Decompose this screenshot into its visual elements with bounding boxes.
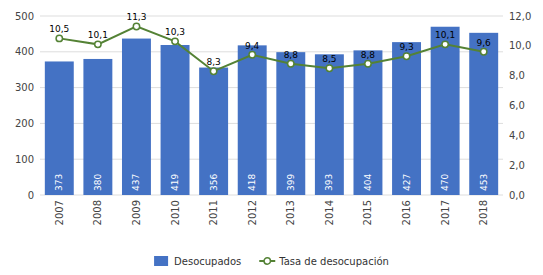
y-tick-label: 400 [15,46,34,57]
x-tick-label: 2017 [440,200,451,225]
bar-label: 453 [479,174,489,191]
data-labels: 373 380 437 419 356 418 399 393 404 427 470 453 10,5… [49,12,491,191]
line-label: 8,3 [206,57,220,67]
grid [40,16,503,195]
line [59,26,483,71]
line-label: 8,8 [284,50,299,60]
bar-label: 470 [440,174,450,191]
x-tick-label: 2009 [131,200,142,225]
legend-label: Desocupados [174,256,241,267]
bar [161,45,190,195]
x-tick-label: 2012 [247,200,258,225]
x-tick-label: 2015 [362,200,373,225]
y2-tick-label: 10,0 [509,40,531,51]
bar-label: 437 [131,174,141,191]
chart: 0 100 200 300 400 500 0,0 2,0 4,0 6,0 8,0 10,0 12,0 2… [0,0,543,275]
line-label: 11,3 [126,12,146,22]
legend-swatch [154,256,168,266]
bar-label: 399 [286,174,296,191]
bar [431,27,460,195]
y2-tick-label: 2,0 [509,160,525,171]
x-tick-label: 2010 [170,200,181,225]
line-marker [365,61,371,67]
line-label: 9,3 [399,42,413,52]
y-tick-label: 500 [15,11,34,22]
y2-tick-label: 6,0 [509,100,525,111]
bar [122,39,151,195]
line-marker [326,65,332,71]
bar [315,54,344,195]
line-marker [56,35,62,41]
bar-label: 356 [209,174,219,191]
bar-label: 404 [363,174,373,191]
y-tick-label: 300 [15,82,34,93]
line-marker [172,38,178,44]
x-tick-label: 2011 [208,200,219,225]
line-label: 10,1 [435,30,455,40]
bar-label: 419 [170,174,180,191]
line-label: 9,6 [477,38,492,48]
bar [353,50,382,195]
line-label: 9,4 [245,41,260,51]
y2-tick-label: 12,0 [509,11,531,22]
legend: Desocupados Tasa de desocupación [154,256,389,267]
line-marker [210,68,216,74]
line-label: 10,1 [88,30,108,40]
grid-line [40,16,503,17]
x-tick-label: 2008 [92,200,103,225]
y-tick-label: 200 [15,118,34,129]
line-marker [95,41,101,47]
bar [199,68,228,195]
bar [276,52,305,195]
x-tick-label: 2014 [324,200,335,225]
x-tick-label: 2016 [401,200,412,225]
bar [83,59,112,195]
bar-label: 418 [247,174,257,191]
line-marker [442,41,448,47]
line-marker [288,61,294,67]
line-label: 8,8 [361,50,376,60]
x-tick-label: 2007 [54,200,65,225]
y-tick-label: 100 [15,154,34,165]
bar [469,33,498,195]
y-tick-label: 0 [28,190,34,201]
line-marker [133,23,139,29]
x-tick-label: 2013 [285,200,296,225]
plot-area [45,23,498,195]
bar-label: 380 [93,174,103,191]
line-label: 10,5 [49,24,69,34]
line-marker [481,49,487,55]
bar-label: 393 [324,174,334,191]
y2-tick-label: 8,0 [509,70,525,81]
line-label: 10,3 [165,27,185,37]
y2-tick-label: 4,0 [509,130,525,141]
legend-label: Tasa de desocupación [278,256,389,267]
bar [238,45,267,195]
bar [45,61,74,195]
x-tick-label: 2018 [478,200,489,225]
y2-tick-label: 0,0 [509,190,525,201]
line-marker [249,52,255,58]
bar-label: 373 [54,174,64,191]
line-label: 8,5 [322,54,336,64]
line-marker [403,53,409,59]
bar [392,42,421,195]
legend-marker [264,258,270,264]
bar-label: 427 [402,174,412,191]
